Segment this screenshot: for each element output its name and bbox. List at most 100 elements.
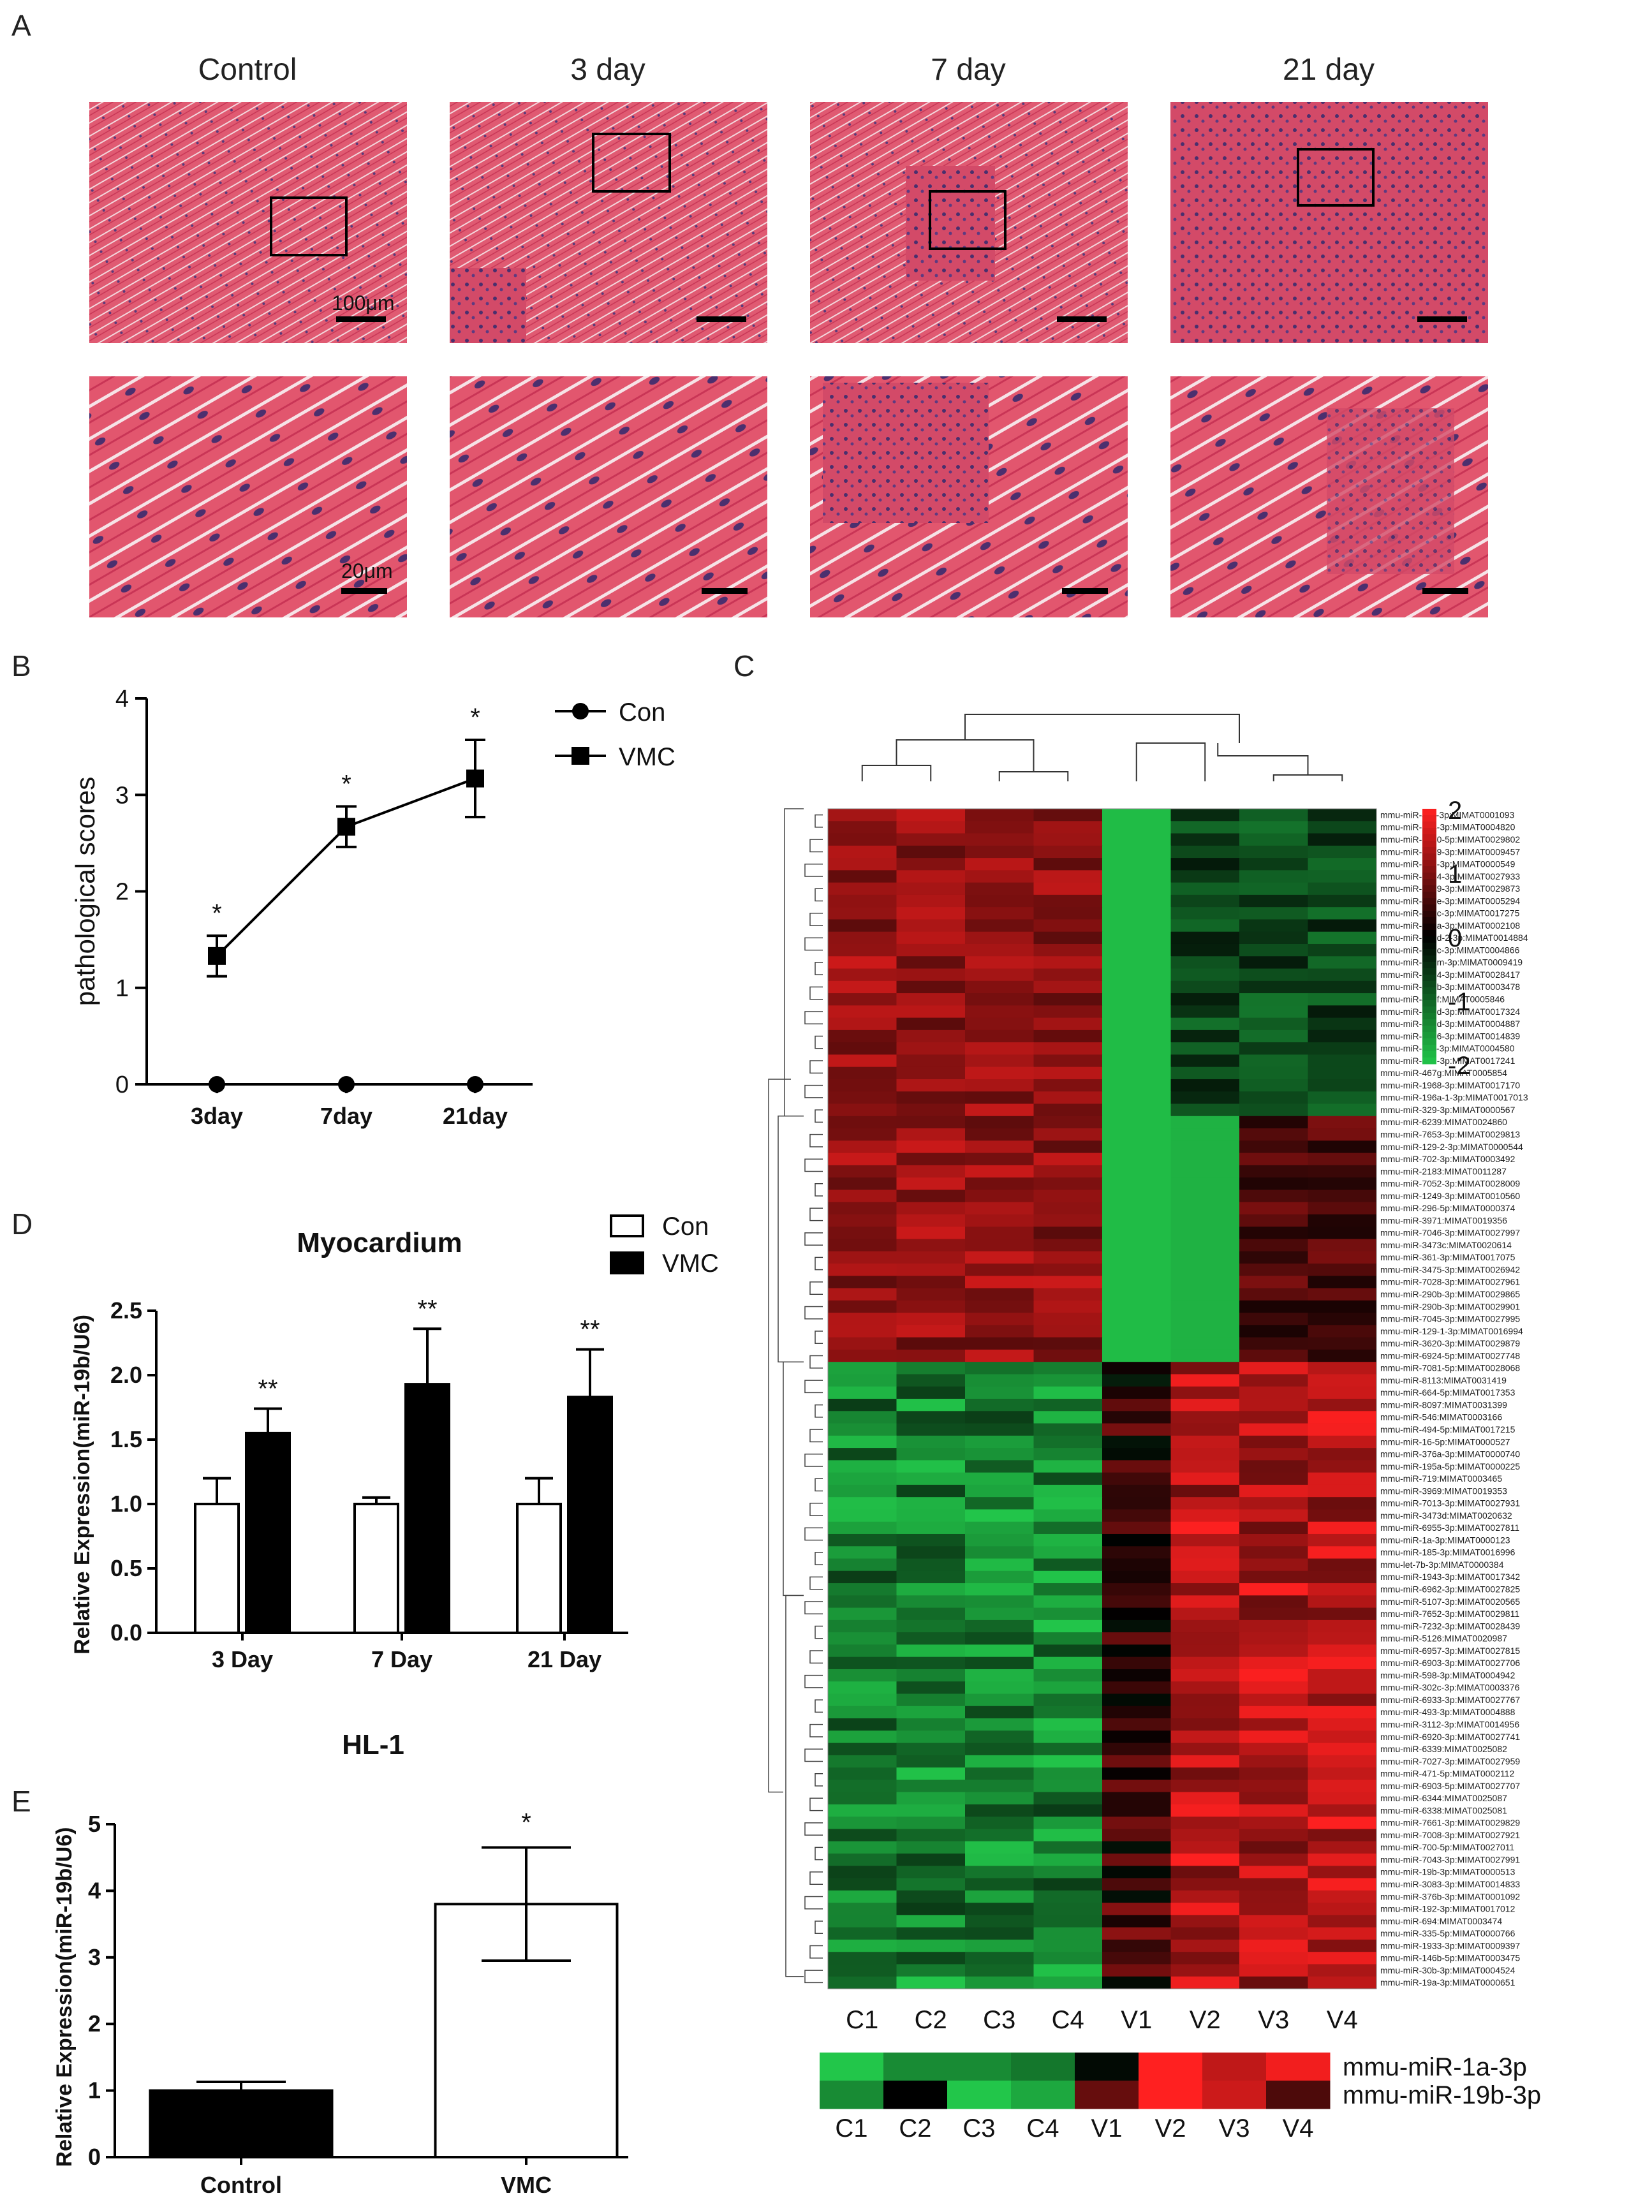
heatmap-cell xyxy=(896,1472,966,1486)
heatmap-cell xyxy=(965,1091,1034,1104)
row-label: mmu-miR-6955-3p:MIMAT0027811 xyxy=(1380,1523,1519,1533)
row-label: mmu-miR-1249-3p:MIMAT0010560 xyxy=(1380,1191,1520,1201)
y-tick-label: 4 xyxy=(115,686,129,712)
heatmap-cell xyxy=(896,1570,966,1584)
row-label: mmu-miR-290b-3p:MIMAT0029901 xyxy=(1380,1301,1520,1311)
heatmap-cell xyxy=(1308,1570,1377,1584)
heatmap-cell xyxy=(896,1165,966,1178)
heatmap-cell xyxy=(1308,1190,1377,1203)
heatmap-cell xyxy=(1102,1091,1171,1104)
heatmap-cell xyxy=(1308,1091,1377,1104)
heatmap-cell xyxy=(896,1239,966,1252)
row-label: mmu-miR-3969:MIMAT0019353 xyxy=(1380,1486,1507,1496)
heatmap-cell xyxy=(1308,1349,1377,1362)
heatmap-cell xyxy=(1239,1546,1308,1559)
heatmap-cell xyxy=(828,1399,897,1412)
heatmap-cell xyxy=(828,1128,897,1141)
heatmap-cell xyxy=(896,1042,966,1055)
heatmap-cell xyxy=(1239,1411,1308,1424)
heatmap-cell xyxy=(1170,1607,1240,1621)
heatmap-cell xyxy=(1308,1435,1377,1449)
y-tick-label: 2 xyxy=(115,879,129,906)
heatmap-cell xyxy=(1102,1964,1171,1977)
color-scale-segment xyxy=(1422,1032,1436,1039)
heatmap-cell xyxy=(828,1251,897,1264)
y-tick-label: 4 xyxy=(88,1877,101,1903)
heatmap-cell xyxy=(896,845,966,859)
heatmap-cell xyxy=(1033,1780,1103,1793)
heatmap-cell xyxy=(1102,1817,1171,1829)
heatmap-cell xyxy=(965,1214,1034,1227)
heatmap-cell xyxy=(1102,1165,1171,1178)
y-axis-label: Relative Expression(miR-19b/U6) xyxy=(70,1315,94,1655)
row-dendrogram-root xyxy=(768,1079,791,1793)
heatmap-cell xyxy=(1033,1140,1103,1154)
heatmap-cell xyxy=(965,980,1034,994)
heatmap-cell xyxy=(896,1386,966,1399)
significance-mark: * xyxy=(521,1809,531,1837)
heatmap-cell xyxy=(965,1595,1034,1609)
heatmap-cell xyxy=(1308,894,1377,908)
heatmap-cell xyxy=(1239,1767,1308,1780)
heatmap-cell xyxy=(1033,1533,1103,1547)
strip-cell xyxy=(1139,2053,1203,2081)
row-label: mmu-miR-7679-3p:MIMAT0029873 xyxy=(1380,883,1520,894)
heatmap-cell xyxy=(1308,1681,1377,1694)
color-scale-segment xyxy=(1422,949,1436,956)
color-scale-segment xyxy=(1422,943,1436,950)
heatmap-cell xyxy=(1239,1005,1308,1019)
heatmap-cell xyxy=(1170,1681,1240,1694)
heatmap-cell xyxy=(1308,1583,1377,1596)
panel-label-c: C xyxy=(734,649,755,682)
heatmap-cell xyxy=(1308,1533,1377,1547)
micrograph-21day-high xyxy=(1170,376,1488,617)
heatmap-cell xyxy=(896,1202,966,1215)
heatmap-cell xyxy=(1102,1644,1171,1658)
heatmap-cell xyxy=(1033,1804,1103,1817)
y-tick-label: 1 xyxy=(115,975,129,1002)
heatmap-cell xyxy=(1102,1300,1171,1313)
row-label: mmu-miR-3473d:MIMAT0020632 xyxy=(1380,1510,1512,1521)
heatmap-cell xyxy=(1170,1497,1240,1510)
heatmap-cell xyxy=(1239,968,1308,982)
row-label: mmu-miR-6344:MIMAT0025087 xyxy=(1380,1793,1507,1803)
heatmap-cell xyxy=(1102,1349,1171,1362)
heatmap-cell xyxy=(1102,1116,1171,1129)
heatmap-cell xyxy=(1102,845,1171,859)
heatmap-cell xyxy=(1239,1866,1308,1879)
heatmap-cell xyxy=(896,1153,966,1166)
heatmap-cell xyxy=(1239,943,1308,957)
heatmap-cell xyxy=(896,1829,966,1842)
heatmap-cell xyxy=(1239,858,1308,871)
heatmap-cell xyxy=(1308,1644,1377,1658)
heatmap-cell xyxy=(828,1583,897,1596)
heatmap-cell xyxy=(965,1866,1034,1879)
legend-label: Con xyxy=(619,698,665,726)
heatmap-cell xyxy=(828,1570,897,1584)
heatmap-cell xyxy=(1102,1128,1171,1141)
heatmap-cell xyxy=(965,858,1034,871)
heatmap-cell xyxy=(1170,1079,1240,1092)
heatmap-cell xyxy=(965,1042,1034,1055)
heatmap-cell xyxy=(1102,1878,1171,1891)
heatmap-cell xyxy=(1033,1952,1103,1965)
color-scale-segment xyxy=(1422,955,1436,962)
heatmap-cell xyxy=(896,1399,966,1412)
heatmap-cell xyxy=(1033,1509,1103,1523)
heatmap-cell xyxy=(1308,1632,1377,1645)
heatmap-cell xyxy=(896,968,966,982)
color-scale-segment xyxy=(1422,936,1436,943)
heatmap-cell xyxy=(1102,980,1171,994)
heatmap-cell xyxy=(1308,1042,1377,1055)
heatmap-cell xyxy=(1033,1227,1103,1239)
heatmap-cell xyxy=(965,1386,1034,1399)
heatmap-cell xyxy=(1239,1890,1308,1903)
heatmap-cell xyxy=(828,1435,897,1449)
strip-row-label: mmu-miR-1a-3p xyxy=(1343,2053,1527,2081)
heatmap-cell xyxy=(1170,1300,1240,1313)
heatmap-cell xyxy=(1102,1570,1171,1584)
heatmap-cell xyxy=(1308,993,1377,1006)
row-dendrogram-branch xyxy=(815,962,823,975)
heatmap-cell xyxy=(965,1915,1034,1928)
panel-label-a: A xyxy=(11,9,31,42)
